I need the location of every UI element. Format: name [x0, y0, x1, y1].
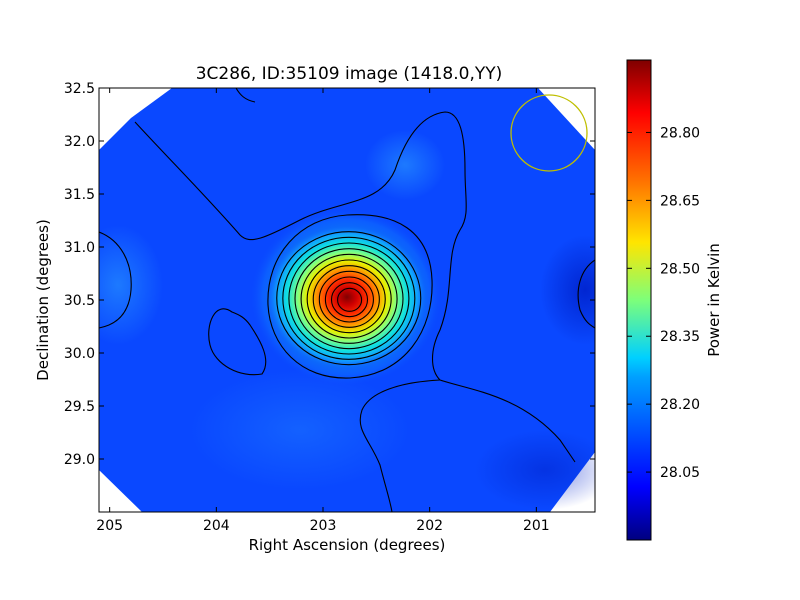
colorbar-label: Power in Kelvin	[705, 243, 723, 357]
contour-lower	[359, 379, 441, 512]
colorbar-gradient	[626, 59, 652, 541]
y-axis: 29.0 29.5 30.0 30.5 31.0 31.5 32.0 32.5	[64, 81, 595, 468]
contour-island	[208, 308, 267, 376]
colorbar-tick-label: 28.50	[660, 261, 700, 277]
y-tick-label: 31.0	[64, 240, 95, 256]
source-contour	[337, 287, 363, 312]
x-tick-label: 205	[96, 518, 123, 534]
contour-lines	[99, 88, 595, 512]
x-axis: 205 204 203 202 201	[96, 88, 550, 534]
source-peak	[267, 225, 427, 369]
chart-title: 3C286, ID:35109 image (1418.0,YY)	[196, 64, 503, 84]
colorbar: 28.05 28.20 28.35 28.50 28.65 28.80 Power in …	[626, 59, 723, 541]
emission-dim-right	[540, 235, 595, 345]
y-tick-label: 32.5	[64, 81, 95, 97]
x-tick-label: 201	[523, 518, 550, 534]
colorbar-tick-label: 28.65	[660, 193, 700, 209]
y-tick-label: 29.5	[64, 399, 95, 415]
x-axis-label: Right Ascension (degrees)	[249, 536, 446, 554]
contour-left	[99, 231, 132, 329]
source-contour	[276, 231, 422, 366]
colorbar-tick-label: 28.20	[660, 397, 700, 413]
contour-top	[235, 88, 256, 103]
y-tick-label: 30.5	[64, 293, 95, 309]
y-axis-label: Declination (degrees)	[34, 219, 52, 381]
y-tick-label: 29.0	[64, 452, 95, 468]
colorbar-tick-label: 28.80	[660, 125, 700, 141]
plot-area	[99, 88, 595, 512]
x-tick-label: 202	[416, 518, 443, 534]
colorbar-tick-label: 28.05	[660, 465, 700, 481]
source-contour	[324, 276, 374, 323]
source-contour	[288, 242, 410, 355]
emission-glow-top	[365, 130, 445, 200]
y-tick-label: 30.0	[64, 346, 95, 362]
y-tick-label: 31.5	[64, 187, 95, 203]
source-contours	[276, 231, 422, 366]
y-tick-label: 32.0	[64, 134, 95, 150]
contour-source-outer	[267, 214, 433, 379]
source-contour	[294, 248, 404, 350]
source-contour	[282, 236, 416, 360]
x-tick-label: 203	[310, 518, 337, 534]
source-contour	[300, 253, 398, 344]
x-tick-label: 204	[203, 518, 230, 534]
source-contour	[312, 265, 386, 334]
emission-glow-lower	[190, 370, 410, 490]
source-contour	[306, 259, 392, 339]
contour-upper	[134, 111, 576, 463]
colorbar-tick-label: 28.35	[660, 329, 700, 345]
source-contour	[330, 282, 369, 318]
emission-dim-lower-right	[475, 430, 595, 510]
source-contour	[318, 270, 380, 328]
beam-circle	[510, 94, 588, 172]
colorbar-ticks: 28.05 28.20 28.35 28.50 28.65 28.80	[627, 125, 700, 481]
contour-right	[577, 259, 595, 329]
